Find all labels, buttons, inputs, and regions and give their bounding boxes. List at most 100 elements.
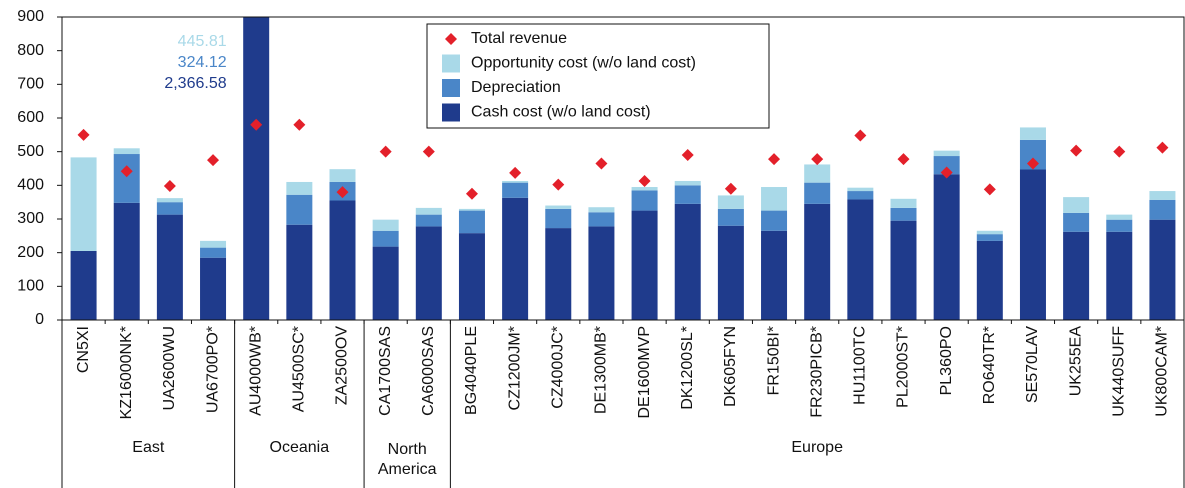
revenue-marker	[120, 165, 133, 178]
x-tick-label: FR150BI*	[765, 326, 782, 395]
bar-segment	[1063, 197, 1090, 213]
bar-segment	[847, 191, 874, 200]
y-tick-label: 400	[17, 177, 44, 194]
bar-segment	[113, 148, 140, 155]
bar-segment	[113, 202, 140, 320]
x-tick-label: DK1200SL*	[679, 326, 696, 410]
group-label: Europe	[791, 439, 843, 456]
x-tick-label: DE1600MVP	[636, 326, 653, 419]
bar-segment	[890, 198, 917, 208]
x-tick-label: UA6700PO*	[204, 326, 221, 413]
revenue-marker	[336, 186, 349, 199]
bar-segment	[674, 185, 701, 204]
bar-segment	[1063, 212, 1090, 232]
x-tick-label: UK255EA	[1067, 326, 1084, 397]
plot-frame	[61, 16, 1185, 321]
revenue-marker	[77, 128, 90, 141]
x-tick-label: AU4500SC*	[291, 326, 308, 412]
x-tick-label: CZ4000JC*	[549, 326, 566, 409]
revenue-marker	[983, 183, 996, 196]
bar-segment	[674, 180, 701, 186]
revenue-marker	[509, 166, 522, 179]
bar-segment	[200, 257, 227, 320]
x-tick-label: CN5XI	[75, 326, 92, 373]
bar-segment	[502, 182, 529, 198]
bar-segment	[329, 200, 356, 320]
revenue-marker	[293, 118, 306, 131]
y-tick-label: 900	[17, 8, 44, 25]
y-tick-label: 800	[17, 42, 44, 59]
x-tick-label: PL2000ST*	[895, 326, 912, 408]
x-tick-label: CZ1200JM*	[506, 326, 523, 410]
bar-segment	[1019, 169, 1046, 320]
x-tick-label: HU1100TC	[852, 326, 869, 405]
bar-segment	[372, 230, 399, 247]
bar-segment	[588, 226, 615, 320]
legend-swatch	[442, 54, 460, 73]
x-tick-label: DK605FYN	[722, 326, 739, 407]
legend-swatch	[442, 103, 460, 122]
bar-segment	[545, 205, 572, 209]
bar-segment	[1019, 127, 1046, 140]
bar-segment	[372, 246, 399, 320]
revenue-marker	[552, 178, 565, 191]
bar-segment	[976, 234, 1003, 241]
bar-segment	[545, 208, 572, 229]
x-tick-label: UA2600WU	[161, 326, 178, 410]
bar-segment	[458, 233, 485, 320]
bar-segment	[372, 219, 399, 231]
bar-segment	[156, 198, 183, 203]
revenue-marker	[768, 153, 781, 166]
group-label: Oceania	[269, 439, 330, 456]
bar-segment	[200, 240, 227, 248]
revenue-marker	[595, 157, 608, 170]
bar-segment	[458, 210, 485, 234]
x-tick-label: FR230PICB*	[808, 326, 825, 418]
legend-swatch	[442, 79, 460, 97]
x-tick-label: UK440SUFF	[1110, 326, 1127, 417]
bar-segment	[847, 187, 874, 192]
bar-segment	[976, 240, 1003, 320]
bar-segment	[761, 230, 788, 320]
bar-segment	[1106, 219, 1133, 232]
bar-segment	[1149, 199, 1176, 220]
bar-segment	[933, 150, 960, 157]
bar-segment	[156, 214, 183, 320]
bar-segment	[804, 182, 831, 204]
bar-segment	[415, 207, 442, 215]
y-tick-label: 700	[17, 76, 44, 93]
x-tick-label: SE570LAV	[1024, 326, 1041, 403]
y-tick-label: 300	[17, 210, 44, 227]
x-tick-label: DE1300MB*	[593, 326, 610, 414]
x-tick-label: CA6000SAS	[420, 326, 437, 416]
bar-segment	[804, 203, 831, 320]
bar-segment	[502, 180, 529, 183]
bar-segment	[717, 225, 744, 320]
bar-segment	[502, 197, 529, 320]
legend-marker	[445, 33, 457, 45]
bar-segment	[286, 181, 313, 195]
bar-segment	[243, 17, 270, 320]
bar-segment	[933, 174, 960, 320]
revenue-marker	[465, 187, 478, 200]
revenue-marker	[811, 153, 824, 166]
bar-segment	[415, 214, 442, 227]
bar-segment	[329, 169, 356, 182]
legend-label: Total revenue	[471, 30, 567, 47]
legend-label: Opportunity cost (w/o land cost)	[471, 55, 696, 72]
group-label: North America	[377, 441, 437, 478]
revenue-marker	[379, 145, 392, 158]
revenue-marker	[897, 153, 910, 166]
bar-segment	[286, 194, 313, 225]
x-tick-label: UK800CAM*	[1154, 326, 1171, 417]
group-label: East	[132, 439, 165, 456]
bar-segment	[761, 210, 788, 231]
bar-segment	[458, 208, 485, 211]
overflow-label: 2,366.58	[164, 75, 226, 92]
revenue-marker	[724, 182, 737, 195]
y-tick-label: 200	[17, 244, 44, 261]
overflow-label: 445.81	[178, 33, 227, 50]
y-tick-label: 0	[35, 311, 44, 328]
